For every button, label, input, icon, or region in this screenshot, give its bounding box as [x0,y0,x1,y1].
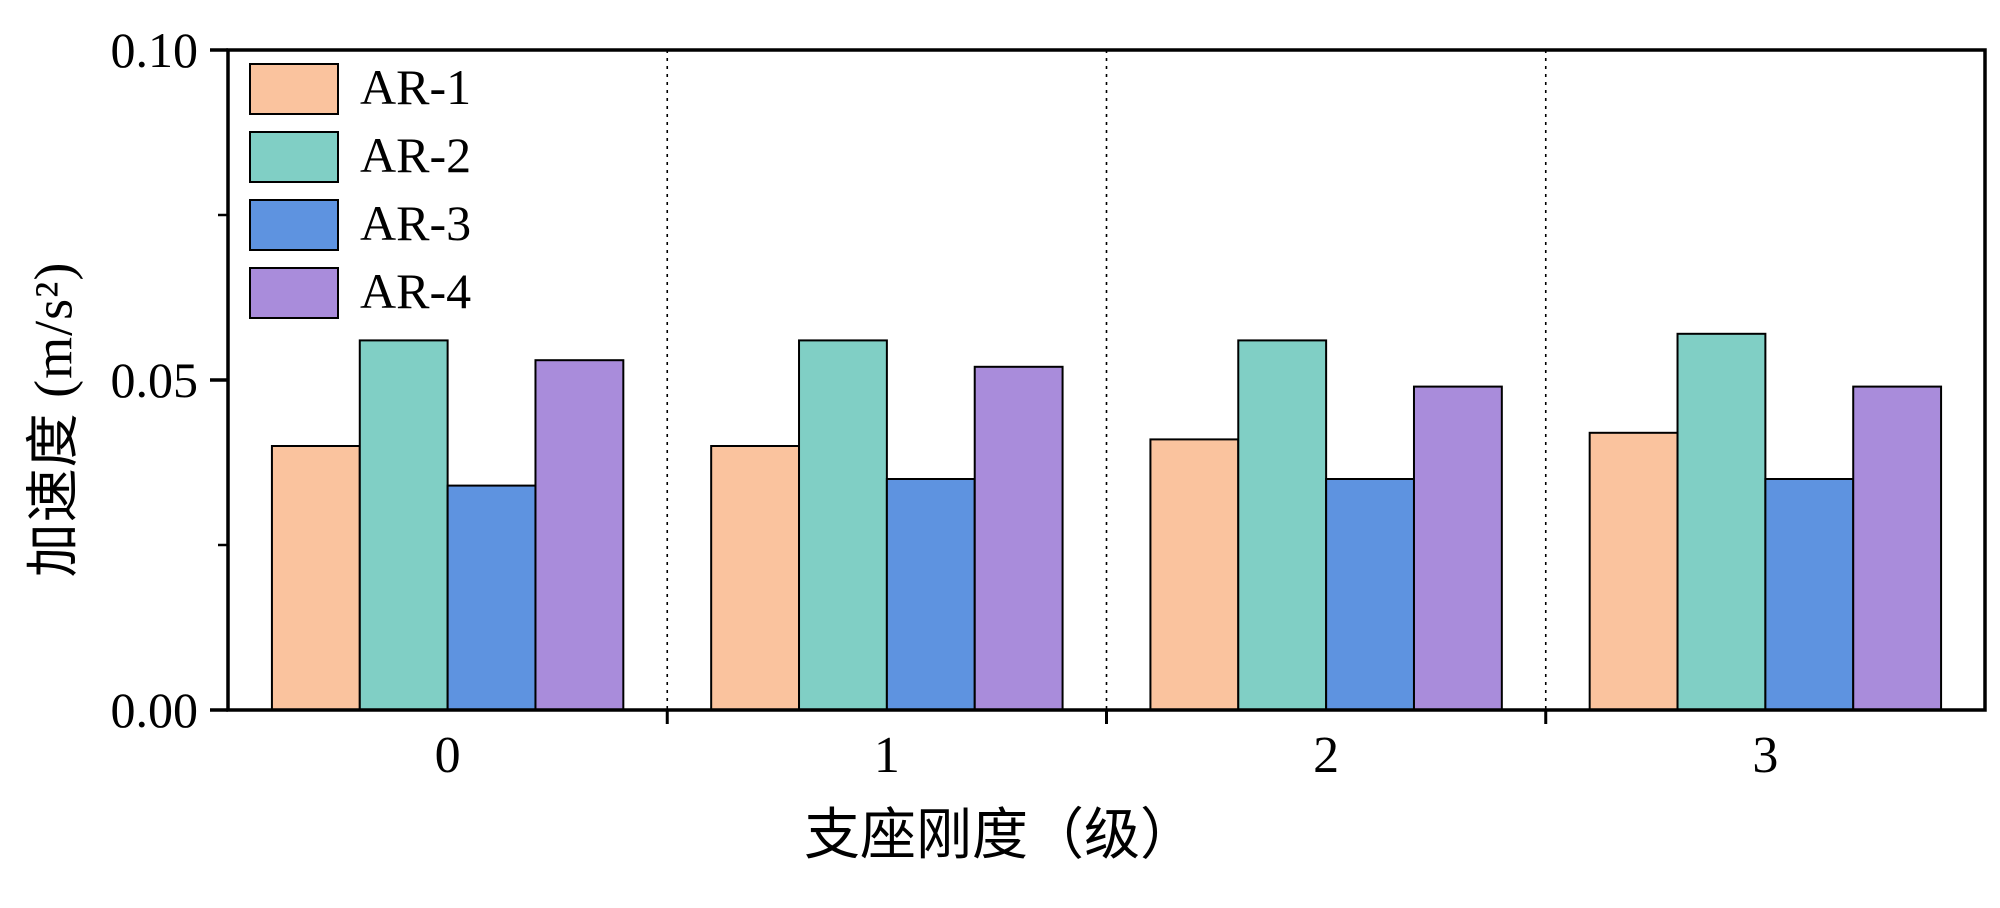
bar-AR-3-cat2 [1325,478,1415,711]
legend-label-AR-4: AR-4 [360,263,471,319]
legend-swatch-AR-1 [249,63,339,115]
bar-AR-2-cat3 [1676,332,1767,711]
bar-AR-4-cat2 [1412,385,1503,711]
legend-swatch-AR-3 [249,199,339,251]
bar-AR-4-cat1 [973,365,1064,711]
x-tick-label: 1 [874,727,900,784]
bar-AR-2-cat0 [358,339,449,711]
bar-AR-4-cat0 [534,359,625,711]
x-tick-label: 2 [1313,727,1339,784]
bar-AR-3-cat0 [446,484,537,711]
bar-AR-1-cat0 [270,445,361,711]
bar-AR-3-cat3 [1764,478,1855,711]
y-tick-label: 0.10 [111,22,199,78]
legend-swatch-AR-2 [249,131,339,183]
bar-AR-4-cat3 [1852,385,1943,711]
y-tick-label: 0.05 [111,352,199,408]
bar-AR-3-cat1 [885,478,976,711]
y-axis-title: 加速度 (m/s²) [23,261,84,578]
x-axis-title: 支座刚度（级） [804,805,1196,867]
y-tick-label: 0.00 [111,682,199,738]
legend-swatch-AR-4 [249,267,339,319]
bar-AR-1-cat2 [1149,438,1240,711]
bar-AR-2-cat2 [1237,339,1328,711]
bar-AR-2-cat1 [798,339,888,711]
bar-AR-1-cat3 [1588,431,1679,711]
x-tick-label: 0 [435,727,461,784]
x-tick-label: 3 [1752,727,1778,784]
legend-label-AR-2: AR-2 [360,127,471,183]
legend-label-AR-1: AR-1 [360,59,471,115]
bar-AR-1-cat1 [710,445,801,711]
legend-label-AR-3: AR-3 [360,195,471,251]
